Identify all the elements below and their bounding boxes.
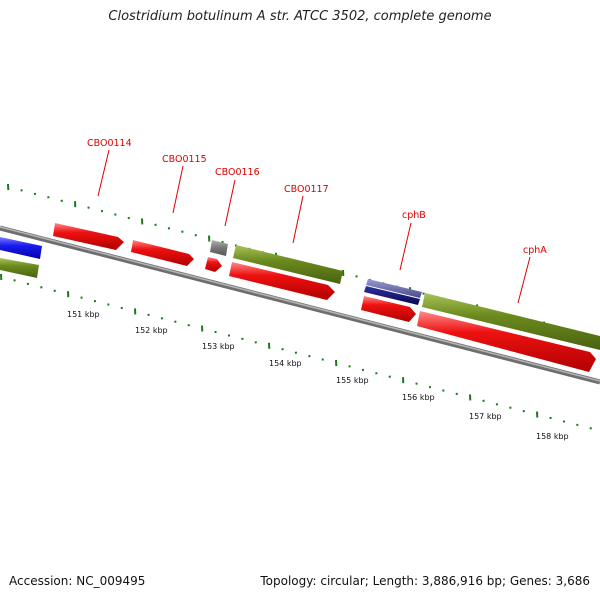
kbp-label-155: 155 kbp: [336, 376, 369, 385]
accession-text: Accession: NC_009495: [9, 574, 146, 588]
gene-label-CBO0117[interactable]: CBO0117: [284, 184, 329, 195]
kbp-label-154: 154 kbp: [269, 359, 302, 368]
backbone-highlight: [0, 226, 600, 382]
cds-cphB-dark-bar[interactable]: [364, 286, 420, 305]
gene-label-CBO0114[interactable]: CBO0114: [87, 138, 132, 149]
map-title: Clostridium botulinum A str. ATCC 3502, …: [108, 9, 492, 24]
kbp-label-157: 157 kbp: [469, 412, 502, 421]
backbone-line: [0, 225, 600, 385]
gene-label-CBO0116[interactable]: CBO0116: [215, 167, 260, 178]
cds-cphB-bar[interactable]: [366, 279, 422, 298]
cds-left-green-bar[interactable]: [0, 258, 39, 278]
gene-label-cphB[interactable]: cphB: [402, 210, 426, 221]
cds-CBO0114-arrow[interactable]: [53, 223, 124, 250]
cds-red-arrow-2[interactable]: [361, 296, 416, 322]
kbp-label-152: 152 kbp: [135, 326, 168, 335]
cds-CBO0116-gray-box[interactable]: [210, 240, 228, 256]
leader-CBO0115: [172, 165, 184, 214]
leader-CBO0114: [97, 149, 110, 197]
gene-labels: CBO0114 CBO0115 CBO0116 CBO0117 cphB cph…: [87, 138, 547, 304]
gene-label-cphA[interactable]: cphA: [523, 245, 547, 256]
leader-cphB: [399, 222, 412, 271]
cds-small-red-arrow[interactable]: [205, 257, 222, 272]
leader-CBO0116: [224, 179, 236, 227]
forward-strand-features: [0, 223, 600, 350]
genome-summary-text: Topology: circular; Length: 3,886,916 bp…: [260, 574, 590, 588]
cds-left-blue-bar[interactable]: [0, 237, 42, 259]
cds-cphA-bar[interactable]: [422, 293, 600, 350]
kbp-label-158: 158 kbp: [536, 432, 569, 441]
cds-CBO0117-bar[interactable]: [233, 245, 343, 284]
cds-red-arrow-3[interactable]: [417, 311, 596, 372]
kbp-label-151: 151 kbp: [67, 310, 100, 319]
cds-CBO0115-arrow[interactable]: [131, 240, 194, 266]
inner-tick-ring: [0, 273, 592, 430]
gene-label-CBO0115[interactable]: CBO0115: [162, 154, 207, 165]
kbp-label-153: 153 kbp: [202, 342, 235, 351]
reverse-strand-features: [0, 257, 596, 372]
cds-red-arrow-1[interactable]: [229, 262, 335, 300]
kbp-label-156: 156 kbp: [402, 393, 435, 402]
leader-cphA: [517, 256, 531, 304]
kbp-labels: 151 kbp 152 kbp 153 kbp 154 kbp 155 kbp …: [67, 310, 569, 441]
leader-CBO0117: [292, 195, 304, 244]
